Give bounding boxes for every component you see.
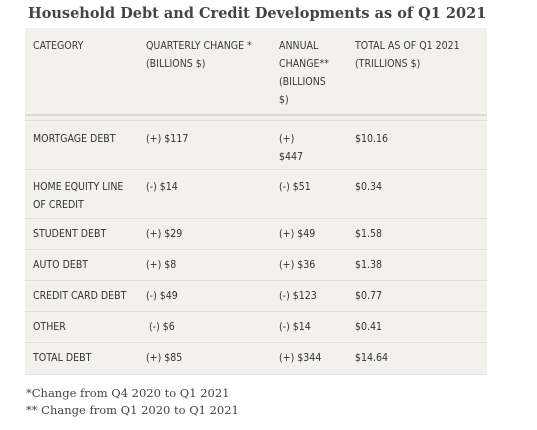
category-line2: OF CREDIT — [33, 199, 84, 211]
quarterly-change-cell: (-) $49 — [146, 290, 178, 302]
category-cell: TOTAL DEBT — [33, 352, 92, 364]
quarterly-change-cell: (-) $6 — [146, 321, 175, 333]
annual-change-cell: (+) $49 — [279, 228, 316, 240]
header-separator — [25, 116, 487, 121]
category-cell: AUTO DEBT — [33, 259, 89, 271]
column-header-total: TOTAL AS OF Q1 2021 (TRILLIONS $) — [355, 37, 483, 73]
column-header-annual-line4: $) — [279, 94, 289, 106]
total-cell: $1.38 — [355, 259, 383, 271]
annual-change-line1: (+) — [279, 133, 295, 145]
quarterly-change-cell: (-) $14 — [146, 181, 178, 193]
quarterly-change-cell: (+) $8 — [146, 259, 177, 271]
category-line1: HOME EQUITY LINE — [33, 181, 124, 193]
quarterly-change-cell: (+) $85 — [146, 352, 183, 364]
table-row: MORTGAGE DEBT (+) $117 (+) $447 $10.16 — [25, 121, 487, 170]
category-cell: OTHER — [33, 321, 66, 333]
annual-change-cell: (+) $36 — [279, 259, 316, 271]
column-header-quarterly-line2: (BILLIONS $) — [146, 58, 206, 70]
annual-change-cell: (+) $344 — [279, 352, 322, 364]
column-header-total-line1: TOTAL AS OF Q1 2021 — [355, 40, 460, 52]
total-cell: $14.64 — [355, 352, 389, 364]
debt-table: CATEGORY QUARTERLY CHANGE * (BILLIONS $)… — [25, 28, 487, 375]
table-row: TOTAL DEBT (+) $85 (+) $344 $14.64 — [25, 343, 487, 375]
quarterly-change-cell: (+) $29 — [146, 228, 183, 240]
total-cell: $1.58 — [355, 228, 383, 240]
table-row: STUDENT DEBT (+) $29 (+) $49 $1.58 — [25, 219, 487, 250]
column-header-quarterly-line1: QUARTERLY CHANGE * — [146, 40, 252, 52]
annual-change-cell: (+) $447 — [279, 130, 345, 166]
annual-change-cell: (-) $14 — [279, 321, 311, 333]
column-header-category: CATEGORY — [33, 37, 145, 55]
table-header-row: CATEGORY QUARTERLY CHANGE * (BILLIONS $)… — [25, 28, 487, 116]
column-header-quarterly: QUARTERLY CHANGE * (BILLIONS $) — [146, 37, 276, 73]
column-header-annual-line2: CHANGE** — [279, 58, 329, 70]
column-header-category-label: CATEGORY — [33, 40, 84, 52]
page-title: Household Debt and Credit Developments a… — [28, 5, 487, 22]
category-cell: STUDENT DEBT — [33, 228, 107, 240]
total-cell: $0.77 — [355, 290, 383, 302]
total-cell: $0.34 — [355, 181, 383, 193]
column-header-total-line2: (TRILLIONS $) — [355, 58, 421, 70]
category-cell: CREDIT CARD DEBT — [33, 290, 127, 302]
table-row: AUTO DEBT (+) $8 (+) $36 $1.38 — [25, 250, 487, 281]
column-header-annual: ANNUAL CHANGE** (BILLIONS $) — [279, 37, 345, 109]
annual-change-cell: (-) $51 — [279, 181, 311, 193]
annual-change-line2: $447 — [279, 151, 304, 163]
footnote-quarterly: *Change from Q4 2020 to Q1 2021 — [26, 386, 230, 400]
total-cell: $0.41 — [355, 321, 383, 333]
category-cell: MORTGAGE DEBT — [33, 133, 116, 145]
total-cell: $10.16 — [355, 133, 389, 145]
footnote-annual: ** Change from Q1 2020 to Q1 2021 — [26, 403, 239, 417]
column-header-annual-line3: (BILLIONS — [279, 76, 326, 88]
quarterly-change-cell: (+) $117 — [146, 133, 189, 145]
table-row: OTHER (-) $6 (-) $14 $0.41 — [25, 312, 487, 343]
table-row: HOME EQUITY LINE OF CREDIT (-) $14 (-) $… — [25, 170, 487, 219]
footnotes: *Change from Q4 2020 to Q1 2021 ** Chang… — [26, 385, 239, 419]
table-row: CREDIT CARD DEBT (-) $49 (-) $123 $0.77 — [25, 281, 487, 312]
annual-change-cell: (-) $123 — [279, 290, 317, 302]
column-header-annual-line1: ANNUAL — [279, 40, 319, 52]
category-cell: HOME EQUITY LINE OF CREDIT — [33, 178, 145, 214]
